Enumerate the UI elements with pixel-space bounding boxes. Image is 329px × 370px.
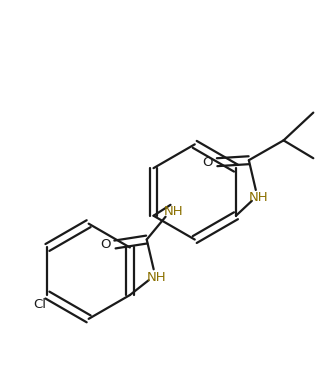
Text: NH: NH — [147, 271, 166, 284]
Text: O: O — [100, 238, 110, 251]
Text: Cl: Cl — [33, 299, 46, 312]
Text: O: O — [202, 156, 213, 169]
Text: NH: NH — [164, 205, 183, 218]
Text: NH: NH — [249, 191, 268, 204]
